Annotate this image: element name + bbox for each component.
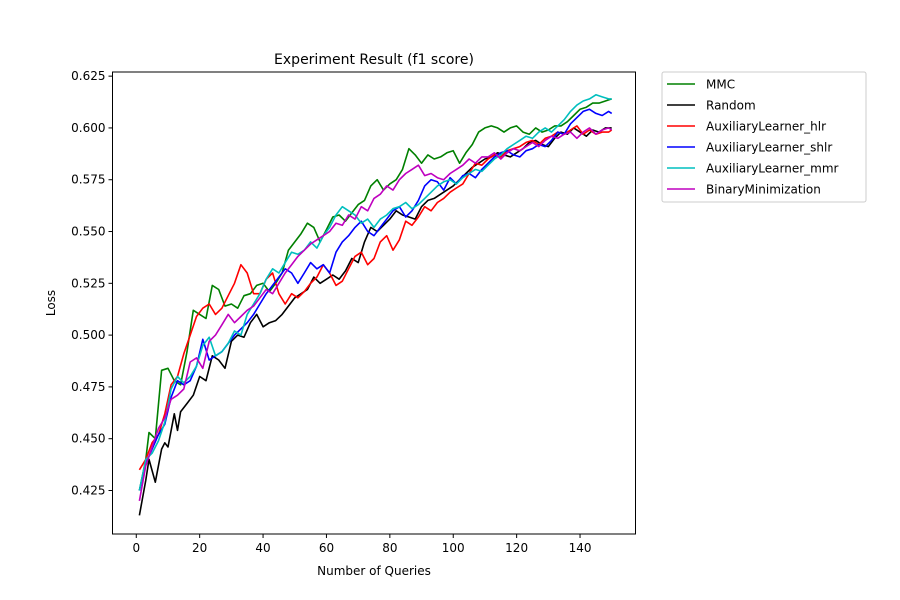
legend-label: AuxiliaryLearner_mmr	[706, 162, 839, 176]
x-tick-label: 0	[132, 541, 140, 555]
series-line-binaryminimization	[138, 127, 613, 502]
x-tick-label: 140	[569, 541, 592, 555]
series-line-random	[138, 127, 612, 516]
y-axis: 0.425 0.450 0.475 0.500 0.525 0.550 0.575 0.600…	[71, 69, 113, 497]
x-tick-label: 80	[382, 541, 397, 555]
legend-label: BinaryMinimization	[706, 183, 821, 197]
legend: MMC Random AuxiliaryLearner_hlr AuxiliaryLe…	[661, 71, 867, 203]
series-line-mmc	[138, 98, 612, 491]
y-axis-label: Loss	[44, 290, 58, 316]
x-axis-label: Number of Queries	[317, 564, 431, 578]
y-tick-label: 0.625	[71, 69, 105, 83]
x-axis: 0 20 40 60 80 100 120 140	[132, 534, 591, 555]
x-tick-label: 60	[319, 541, 334, 555]
y-tick-label: 0.500	[71, 328, 105, 342]
y-tick-label: 0.600	[71, 121, 105, 135]
legend-label: MMC	[706, 78, 735, 92]
legend-label: AuxiliaryLearner_hlr	[706, 120, 826, 134]
y-tick-label: 0.525	[71, 276, 105, 290]
y-tick-label: 0.450	[71, 432, 105, 446]
y-tick-label: 0.575	[71, 173, 105, 187]
legend-box	[661, 71, 867, 203]
series-line-auxiliarylearner-hlr	[138, 125, 613, 471]
series-lines	[138, 94, 613, 516]
x-tick-label: 120	[505, 541, 528, 555]
legend-label: AuxiliaryLearner_shlr	[706, 141, 832, 155]
y-tick-label: 0.425	[71, 483, 105, 497]
y-tick-label: 0.475	[71, 380, 105, 394]
axes-frame	[112, 71, 636, 535]
chart-title: Experiment Result (f1 score)	[274, 52, 474, 68]
x-tick-label: 100	[442, 541, 465, 555]
x-tick-label: 40	[255, 541, 270, 555]
series-line-auxiliarylearner-mmr	[138, 94, 612, 491]
x-tick-label: 20	[192, 541, 207, 555]
y-tick-label: 0.550	[71, 225, 105, 239]
plot-area	[112, 71, 636, 535]
legend-label: Random	[706, 99, 756, 113]
